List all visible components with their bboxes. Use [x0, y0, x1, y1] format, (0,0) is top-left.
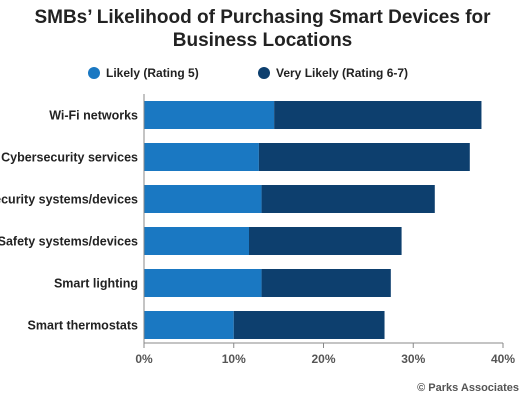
chart-legend: Likely (Rating 5) Very Likely (Rating 6-…: [0, 66, 525, 82]
source-credit: © Parks Associates: [417, 382, 519, 394]
bar-safety-systems-devices-likely: [144, 227, 250, 255]
bar-smart-thermostats-very-likely: [233, 311, 385, 339]
bar-smart-lighting-likely: [144, 269, 262, 297]
category-label-cybersecurity-services: Cybersecurity services: [1, 151, 138, 165]
legend-swatch-likely: [88, 67, 100, 79]
x-tick-label-20: 20%: [311, 352, 335, 366]
bar-smart-lighting-very-likely: [261, 269, 391, 297]
category-label-smart-lighting: Smart lighting: [54, 277, 138, 291]
bar-cybersecurity-services-likely: [144, 143, 259, 171]
category-label-wi-fi-networks: Wi-Fi networks: [49, 109, 138, 123]
bar-smart-thermostats-likely: [144, 311, 234, 339]
x-tick-label-30: 30%: [401, 352, 425, 366]
chart-title: SMBs’ Likelihood of Purchasing Smart Dev…: [0, 6, 525, 52]
bar-wi-fi-networks-likely: [144, 101, 275, 129]
legend-label-very-likely: Very Likely (Rating 6-7): [276, 66, 409, 80]
x-tick-label-0: 0%: [135, 352, 153, 366]
legend-item-very-likely: Very Likely (Rating 6-7): [258, 66, 408, 80]
x-tick-label-40: 40%: [491, 352, 515, 366]
category-label-safety-systems-devices: Safety systems/devices: [0, 235, 138, 249]
chart-title-line2: Business Locations: [172, 30, 353, 51]
bar-safety-systems-devices-very-likely: [249, 227, 402, 255]
legend-item-likely: Likely (Rating 5): [88, 66, 199, 80]
bar-cybersecurity-services-very-likely: [258, 143, 470, 171]
chart-title-line1: SMBs’ Likelihood of Purchasing Smart Dev…: [34, 7, 491, 28]
legend-swatch-very-likely: [258, 67, 270, 79]
category-label-security-systems-devices: Security systems/devices: [0, 193, 138, 207]
legend-label-likely: Likely (Rating 5): [106, 66, 199, 80]
bar-security-systems-devices-very-likely: [261, 185, 435, 213]
x-tick-label-10: 10%: [222, 352, 246, 366]
bar-wi-fi-networks-very-likely: [274, 101, 482, 129]
category-label-smart-thermostats: Smart thermostats: [28, 319, 138, 333]
bar-security-systems-devices-likely: [144, 185, 262, 213]
